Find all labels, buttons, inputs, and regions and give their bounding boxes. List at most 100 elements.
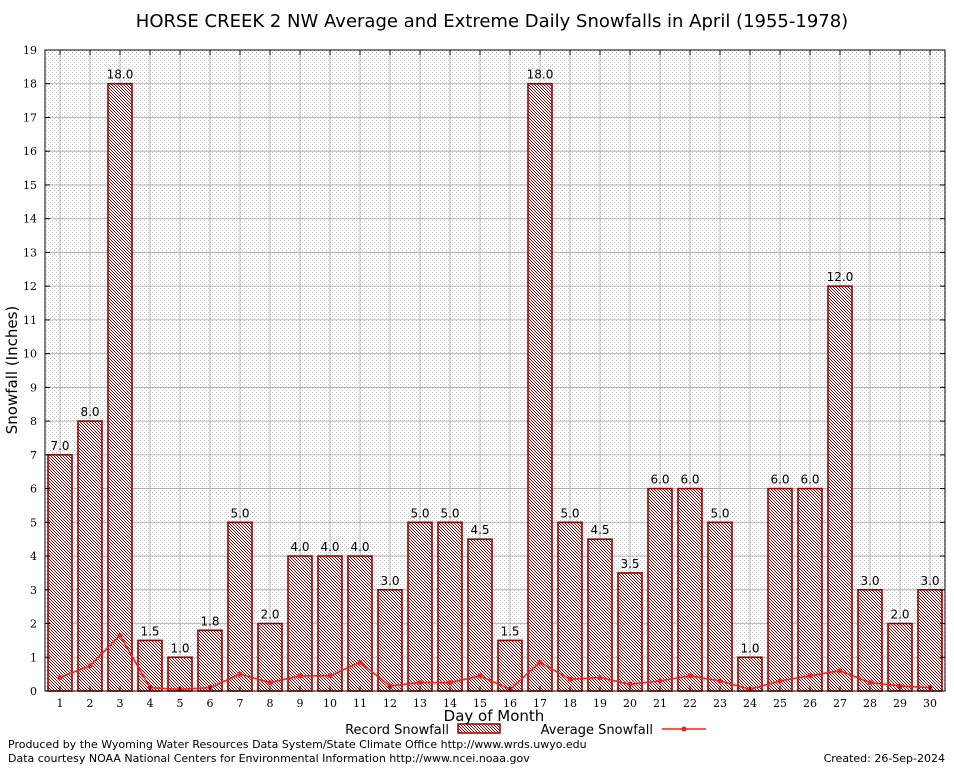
bar-value-label: 6.0: [680, 473, 699, 487]
record-bar: [527, 82, 553, 692]
record-bar: [917, 588, 943, 692]
average-point: [417, 680, 423, 686]
record-bar: [107, 82, 133, 692]
x-axis-label: Day of Month: [444, 707, 545, 725]
average-point: [477, 673, 483, 679]
x-tick-label: 13: [413, 697, 427, 710]
average-point: [687, 673, 693, 679]
x-tick-label: 26: [803, 697, 817, 710]
bar-value-label: 18.0: [107, 68, 134, 82]
record-bar: [227, 521, 253, 692]
average-point: [327, 673, 333, 679]
record-bar: [137, 639, 163, 692]
record-bar: [347, 555, 373, 692]
chart-title: HORSE CREEK 2 NW Average and Extreme Dai…: [136, 11, 848, 32]
bar-value-label: 3.0: [920, 574, 939, 588]
x-tick-label: 2: [87, 697, 94, 710]
y-tick-label: 7: [30, 449, 37, 462]
average-point: [537, 659, 543, 665]
y-tick-label: 17: [23, 111, 37, 124]
x-tick-label: 1: [57, 697, 64, 710]
average-point: [117, 632, 123, 638]
record-bar: [557, 521, 583, 692]
record-bar: [77, 420, 103, 692]
average-point: [567, 676, 573, 682]
record-bar: [767, 487, 793, 692]
y-tick-label: 5: [30, 516, 37, 529]
y-tick-label: 12: [23, 280, 37, 293]
average-point: [87, 663, 93, 669]
y-tick-label: 3: [30, 584, 37, 597]
average-snowfall-line: [57, 632, 933, 692]
record-bar: [287, 555, 313, 692]
y-tick-label: 18: [23, 78, 37, 91]
bar-value-label: 3.0: [380, 574, 399, 588]
bar-value-label: 2.0: [890, 608, 909, 622]
x-tick-label: 17: [533, 697, 547, 710]
y-tick-label: 11: [23, 314, 37, 327]
x-tick-label: 30: [923, 697, 937, 710]
x-tick-label: 10: [323, 697, 337, 710]
x-tick-label: 7: [237, 697, 244, 710]
bar-value-label: 1.5: [500, 624, 519, 638]
record-bar: [707, 521, 733, 692]
record-bar: [317, 555, 343, 692]
y-tick-label: 14: [23, 213, 37, 226]
y-tick-label: 19: [23, 44, 37, 57]
record-bar: [407, 521, 433, 692]
y-tick-label: 1: [30, 651, 37, 664]
x-tick-label: 20: [623, 697, 637, 710]
y-axis-label: Snowfall (Inches): [3, 306, 21, 434]
x-tick-label: 8: [267, 697, 274, 710]
x-tick-label: 19: [593, 697, 607, 710]
y-tick-label: 9: [30, 381, 37, 394]
x-axis-ticks: 1 2 3 4 5 6 7 8 9 10 11 12 13 14 15 16 17 18 19 20 21 22 23 24 2…: [57, 50, 937, 710]
average-point: [237, 671, 243, 677]
bar-value-label: 1.8: [200, 614, 219, 628]
average-point: [267, 680, 273, 686]
legend-record-swatch: [457, 723, 501, 734]
y-tick-label: 15: [23, 179, 37, 192]
average-point: [657, 678, 663, 684]
average-point: [447, 680, 453, 686]
x-tick-label: 28: [863, 697, 877, 710]
record-bar: [497, 639, 523, 692]
bar-value-label: 6.0: [770, 473, 789, 487]
x-tick-label: 25: [773, 697, 787, 710]
average-point: [837, 668, 843, 674]
bar-value-label: 4.0: [350, 540, 369, 554]
legend-average-marker: [681, 726, 687, 732]
x-tick-label: 27: [833, 697, 847, 710]
y-tick-label: 6: [30, 483, 37, 496]
record-bar: [167, 656, 193, 692]
bar-value-label: 5.0: [230, 506, 249, 520]
record-bar: [197, 629, 223, 692]
average-point: [387, 683, 393, 689]
bar-value-label: 4.0: [290, 540, 309, 554]
x-tick-label: 9: [297, 697, 304, 710]
bar-value-label: 5.0: [440, 506, 459, 520]
average-point: [597, 675, 603, 681]
x-tick-label: 11: [353, 697, 367, 710]
record-bar: [677, 487, 703, 692]
average-point: [357, 659, 363, 665]
record-bar: [857, 588, 883, 692]
legend: Record Snowfall Average Snowfall: [345, 723, 706, 738]
record-bar: [587, 538, 613, 692]
average-point: [717, 678, 723, 684]
y-tick-label: 0: [30, 685, 37, 698]
legend-record-label: Record Snowfall: [345, 723, 449, 738]
record-snowfall-bars: [47, 82, 943, 692]
bar-value-label: 7.0: [50, 439, 69, 453]
y-tick-label: 4: [30, 550, 37, 563]
bar-value-label: 18.0: [527, 68, 554, 82]
bar-value-label: 8.0: [80, 405, 99, 419]
record-bar: [467, 538, 493, 692]
footer-credit-producer: Produced by the Wyoming Water Resources …: [8, 738, 587, 751]
x-tick-label: 14: [443, 697, 457, 710]
bar-value-label: 1.0: [170, 641, 189, 655]
average-point: [807, 673, 813, 679]
y-tick-label: 16: [23, 145, 37, 158]
footer-created-date: Created: 26-Sep-2024: [824, 752, 945, 765]
